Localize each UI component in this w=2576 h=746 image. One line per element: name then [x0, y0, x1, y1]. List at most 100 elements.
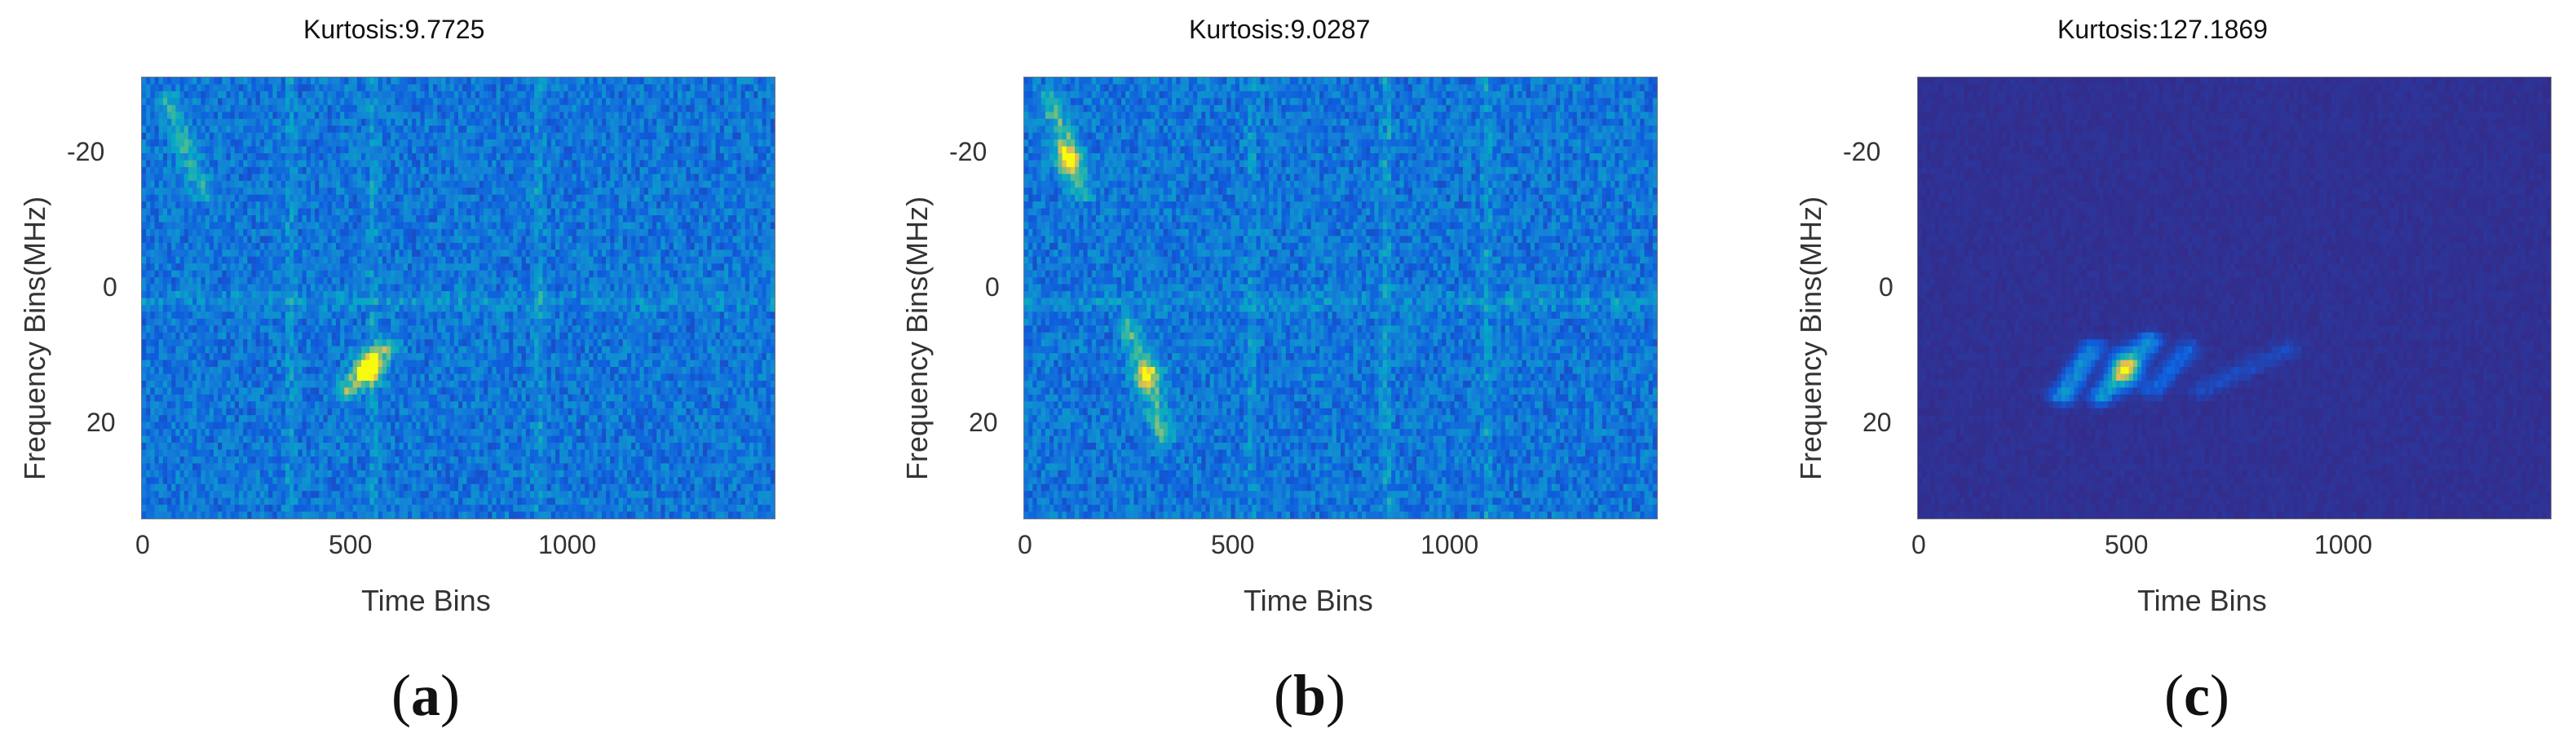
heatmap-cell — [466, 98, 472, 106]
heatmap-cell — [247, 242, 253, 250]
heatmap-cell — [352, 98, 358, 106]
heatmap-cell — [673, 132, 678, 140]
heatmap-cell — [614, 126, 620, 134]
heatmap-cell — [479, 166, 484, 174]
heatmap-cell — [749, 77, 754, 86]
heatmap-cell — [158, 242, 164, 250]
heatmap-cell — [682, 194, 687, 202]
heatmap-cell — [563, 208, 569, 216]
heatmap-cell — [315, 304, 320, 312]
heatmap-cell — [538, 242, 544, 250]
heatmap-cell — [171, 77, 176, 86]
heatmap-cell — [268, 160, 273, 168]
heatmap-cell — [589, 256, 594, 264]
heatmap-cell — [365, 146, 370, 154]
heatmap-cell — [403, 188, 409, 196]
heatmap-cell — [247, 104, 253, 113]
heatmap-cell — [504, 90, 510, 99]
heatmap-cell — [525, 174, 531, 182]
heatmap-cell — [694, 208, 700, 216]
heatmap-cell — [162, 126, 168, 134]
heatmap-cell — [331, 291, 337, 299]
heatmap-cell — [610, 90, 616, 99]
heatmap-cell — [171, 284, 176, 292]
heatmap-cell — [158, 90, 164, 99]
heatmap-cell — [171, 174, 176, 182]
heatmap-cell — [665, 194, 670, 202]
heatmap-cell — [416, 152, 422, 161]
heatmap-cell — [639, 236, 645, 244]
heatmap-cell — [395, 263, 400, 271]
heatmap-cell — [382, 228, 387, 237]
heatmap-cell — [563, 228, 569, 237]
heatmap-cell — [335, 166, 341, 174]
heatmap-cell — [310, 174, 316, 182]
heatmap-cell — [382, 84, 387, 92]
heatmap-cell — [238, 228, 244, 237]
heatmap-cell — [585, 77, 590, 86]
heatmap-cell — [656, 160, 661, 168]
heatmap-cell — [690, 174, 696, 182]
heatmap-cell — [453, 215, 459, 223]
heatmap-cell — [682, 249, 687, 258]
heatmap-cell — [639, 112, 645, 120]
heatmap-cell — [719, 98, 725, 106]
heatmap-cell — [770, 263, 775, 271]
heatmap-cell — [635, 215, 641, 223]
heatmap-cell — [678, 132, 683, 140]
heatmap-cell — [606, 256, 611, 264]
heatmap-cell — [719, 222, 725, 230]
heatmap-cell — [247, 180, 253, 188]
heatmap-cell — [335, 249, 341, 258]
heatmap-cell — [373, 228, 379, 237]
heatmap-cell — [403, 90, 409, 99]
heatmap-cell — [728, 256, 733, 264]
heatmap-cell — [272, 263, 278, 271]
heatmap-cell — [344, 263, 350, 271]
heatmap-cell — [142, 166, 147, 174]
heatmap-cell — [331, 174, 337, 182]
heatmap-cell — [179, 174, 185, 182]
heatmap-cell — [183, 104, 189, 113]
heatmap-cell — [222, 304, 228, 312]
heatmap-cell — [234, 104, 240, 113]
heatmap-cell — [488, 84, 493, 92]
heatmap-cell — [736, 77, 742, 86]
heatmap-cell — [475, 188, 480, 196]
heatmap-cell — [732, 263, 738, 271]
heatmap-cell — [525, 77, 531, 86]
heatmap-cell — [690, 256, 696, 264]
heatmap-cell — [715, 298, 721, 306]
heatmap-cell — [686, 242, 691, 250]
heatmap-cell — [171, 146, 176, 154]
heatmap-cell — [407, 104, 413, 113]
heatmap-cell — [597, 228, 603, 237]
heatmap-cell — [538, 256, 544, 264]
heatmap-cell — [420, 84, 426, 92]
heatmap-cell — [555, 242, 560, 250]
heatmap-cell — [356, 84, 362, 92]
heatmap-cell — [656, 236, 661, 244]
heatmap-cell — [420, 139, 426, 148]
heatmap-cell — [243, 222, 248, 230]
heatmap-cell — [673, 84, 678, 92]
heatmap-cell — [572, 222, 577, 230]
heatmap-cell — [154, 104, 160, 113]
heatmap-cell — [234, 166, 240, 174]
heatmap-cell — [534, 152, 539, 161]
heatmap-cell — [711, 270, 717, 278]
heatmap-cell — [686, 298, 691, 306]
heatmap-cell — [302, 118, 307, 126]
heatmap-cell — [268, 139, 273, 148]
heatmap-cell — [656, 174, 661, 182]
heatmap-cell — [395, 236, 400, 244]
heatmap-cell — [715, 77, 721, 86]
heatmap-cell — [517, 126, 523, 134]
heatmap-cell — [521, 263, 527, 271]
heatmap-cell — [555, 146, 560, 154]
heatmap-cell — [643, 263, 649, 271]
heatmap-cell — [382, 126, 387, 134]
heatmap-cell — [323, 98, 329, 106]
heatmap-cell — [264, 236, 269, 244]
heatmap-cell — [238, 215, 244, 223]
